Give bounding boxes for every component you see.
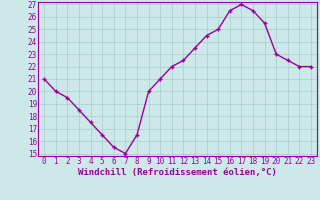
X-axis label: Windchill (Refroidissement éolien,°C): Windchill (Refroidissement éolien,°C) — [78, 168, 277, 177]
